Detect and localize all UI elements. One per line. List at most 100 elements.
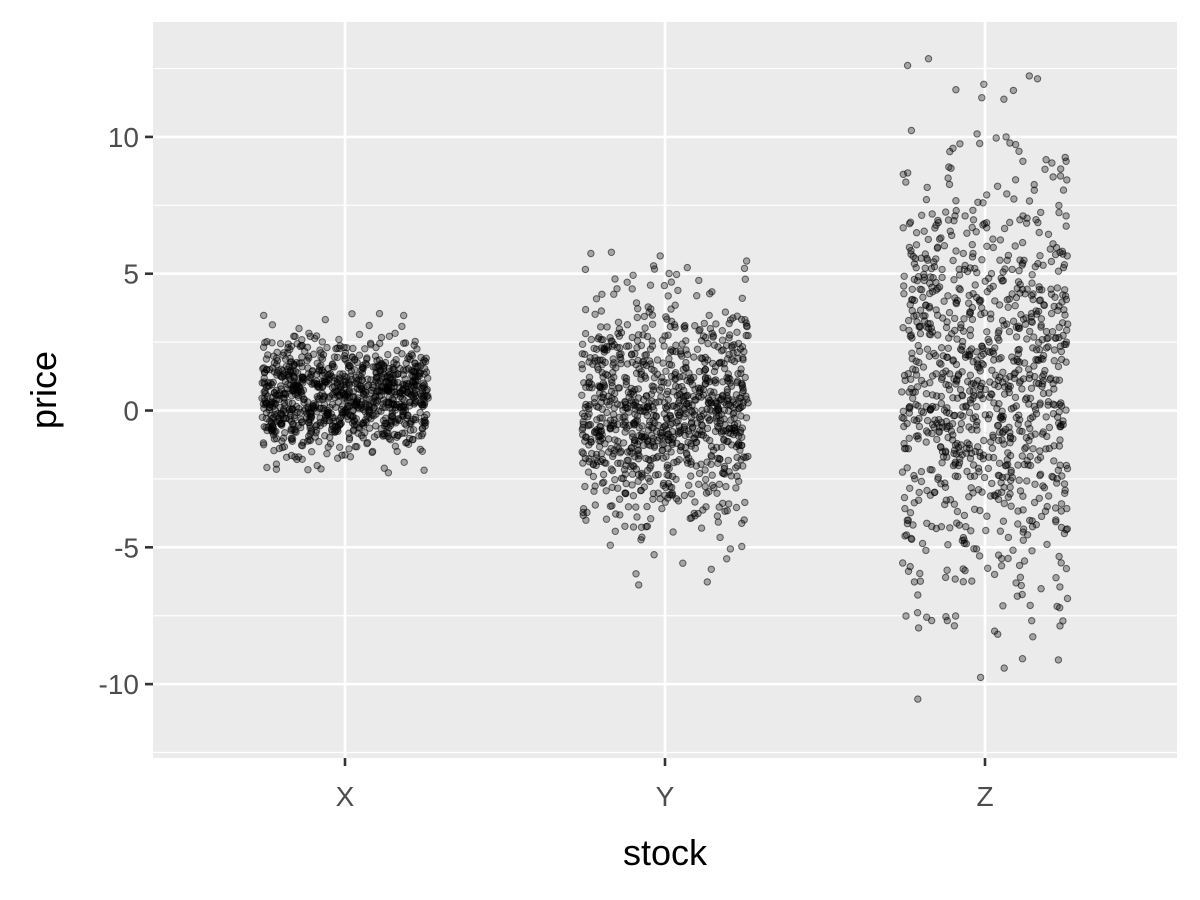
data-point — [980, 473, 989, 482]
data-point — [325, 393, 333, 401]
data-point — [943, 353, 952, 361]
data-point — [291, 453, 299, 461]
data-point — [963, 439, 971, 447]
data-point — [900, 290, 908, 298]
data-point — [1036, 252, 1044, 260]
data-point — [298, 363, 306, 371]
data-point — [707, 460, 715, 468]
data-point — [398, 429, 406, 437]
data-point — [619, 439, 628, 447]
data-point — [945, 308, 954, 317]
data-point — [1034, 307, 1043, 316]
data-point — [279, 351, 287, 359]
data-point — [962, 523, 970, 531]
data-point — [395, 416, 404, 425]
data-point — [263, 463, 271, 472]
data-point — [599, 470, 608, 479]
data-point — [703, 356, 712, 364]
data-point — [260, 380, 269, 388]
data-point — [937, 375, 946, 383]
data-point — [587, 438, 595, 446]
data-point — [926, 289, 934, 298]
data-point — [1019, 315, 1028, 323]
data-point — [660, 342, 668, 350]
data-point — [713, 489, 721, 497]
data-point — [282, 453, 291, 461]
data-point — [1048, 328, 1057, 336]
data-point — [705, 416, 713, 425]
data-point — [365, 424, 374, 432]
data-point — [945, 163, 953, 171]
data-point — [391, 442, 400, 450]
data-point — [581, 329, 590, 338]
data-point — [939, 314, 947, 322]
data-point — [924, 55, 933, 63]
data-point — [957, 419, 966, 428]
data-point — [695, 276, 703, 285]
data-point — [906, 509, 915, 517]
data-point — [716, 455, 724, 464]
data-point — [622, 400, 630, 409]
data-point — [726, 331, 734, 339]
data-point — [695, 469, 704, 478]
data-point — [1030, 180, 1038, 189]
data-point — [1018, 385, 1026, 393]
data-point — [1026, 327, 1034, 336]
data-point — [919, 293, 927, 301]
data-point — [1034, 356, 1043, 365]
data-point — [365, 409, 373, 417]
data-point — [1006, 428, 1014, 437]
data-point — [978, 94, 986, 102]
data-point — [623, 321, 632, 329]
data-point — [635, 431, 643, 440]
data-point — [664, 436, 672, 444]
data-point — [684, 402, 693, 411]
data-point — [951, 575, 959, 583]
data-point — [1035, 494, 1044, 502]
data-point — [1015, 411, 1023, 419]
data-point — [1050, 346, 1059, 354]
data-point — [973, 130, 981, 138]
data-point — [917, 477, 926, 486]
data-point — [262, 390, 270, 398]
data-point — [622, 381, 630, 389]
data-point — [589, 472, 598, 481]
data-point — [417, 353, 425, 362]
data-point — [687, 490, 696, 498]
data-point — [1004, 460, 1012, 469]
data-point — [975, 391, 984, 399]
data-point — [966, 399, 975, 407]
data-point — [648, 320, 657, 328]
data-point — [700, 319, 708, 328]
data-point — [405, 398, 414, 406]
data-point — [641, 351, 649, 359]
data-point — [336, 344, 344, 353]
data-point — [262, 355, 271, 363]
data-point — [734, 339, 743, 348]
data-point — [900, 371, 909, 380]
data-point — [352, 377, 360, 385]
data-point — [290, 386, 298, 395]
data-point — [1043, 432, 1051, 441]
data-point — [416, 408, 424, 417]
data-point — [665, 355, 673, 363]
y-axis: -10 -5 0 5 10 — [99, 122, 153, 700]
data-point — [631, 401, 639, 409]
data-point — [919, 363, 928, 371]
data-point — [389, 363, 397, 371]
data-point — [1011, 369, 1019, 377]
data-point — [743, 322, 751, 331]
data-point — [1018, 261, 1026, 269]
data-point — [691, 407, 699, 415]
data-point — [938, 423, 947, 431]
data-point — [1018, 655, 1027, 663]
data-point — [272, 395, 281, 404]
data-point — [375, 309, 384, 318]
data-point — [961, 261, 969, 270]
y-tick-label: 5 — [123, 259, 139, 290]
data-point — [966, 371, 975, 379]
data-point — [619, 474, 627, 483]
data-point — [1041, 366, 1049, 375]
data-point — [661, 332, 669, 340]
data-point — [650, 411, 658, 419]
